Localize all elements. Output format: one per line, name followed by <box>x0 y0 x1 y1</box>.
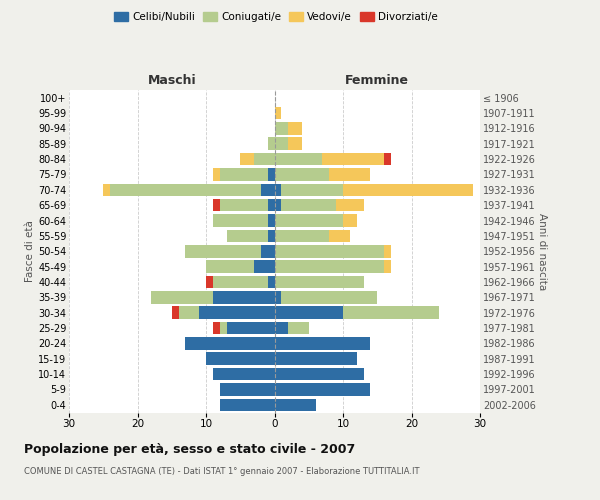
Bar <box>185 245 261 258</box>
Bar <box>103 184 110 196</box>
Bar <box>275 322 288 334</box>
Bar <box>288 138 302 150</box>
Bar <box>213 291 275 304</box>
Bar <box>275 199 281 211</box>
Bar <box>199 306 275 319</box>
Bar <box>288 322 309 334</box>
Bar <box>213 214 268 227</box>
Bar <box>261 245 275 258</box>
Bar <box>275 245 384 258</box>
Bar <box>281 291 377 304</box>
Bar <box>275 184 281 196</box>
Bar <box>288 122 302 134</box>
Bar <box>261 184 275 196</box>
Bar <box>329 168 370 181</box>
Text: COMUNE DI CASTEL CASTAGNA (TE) - Dati ISTAT 1° gennaio 2007 - Elaborazione TUTTI: COMUNE DI CASTEL CASTAGNA (TE) - Dati IS… <box>24 468 419 476</box>
Bar <box>384 245 391 258</box>
Y-axis label: Fasce di età: Fasce di età <box>25 220 35 282</box>
Bar <box>268 168 275 181</box>
Bar <box>220 199 268 211</box>
Bar <box>329 230 350 242</box>
Bar <box>185 337 275 349</box>
Bar <box>179 306 199 319</box>
Bar <box>240 153 254 166</box>
Text: Popolazione per età, sesso e stato civile - 2007: Popolazione per età, sesso e stato civil… <box>24 442 355 456</box>
Bar <box>213 322 220 334</box>
Bar <box>206 352 275 365</box>
Bar <box>384 153 391 166</box>
Bar <box>206 260 254 273</box>
Y-axis label: Anni di nascita: Anni di nascita <box>537 212 547 290</box>
Bar <box>227 230 268 242</box>
Bar <box>343 306 439 319</box>
Text: Femmine: Femmine <box>345 74 409 88</box>
Bar <box>275 153 322 166</box>
Bar <box>275 398 316 411</box>
Bar <box>268 138 275 150</box>
Bar <box>275 352 356 365</box>
Bar <box>220 383 275 396</box>
Bar <box>275 291 281 304</box>
Bar <box>336 199 364 211</box>
Bar <box>213 168 220 181</box>
Bar <box>384 260 391 273</box>
Bar <box>220 168 268 181</box>
Bar <box>343 184 473 196</box>
Bar <box>254 260 275 273</box>
Bar <box>275 306 343 319</box>
Bar <box>275 138 288 150</box>
Text: Maschi: Maschi <box>148 74 196 88</box>
Bar <box>322 153 384 166</box>
Bar <box>275 276 364 288</box>
Bar <box>281 199 336 211</box>
Bar <box>268 276 275 288</box>
Bar <box>220 322 227 334</box>
Bar <box>213 368 275 380</box>
Bar <box>110 184 261 196</box>
Bar <box>275 106 281 120</box>
Bar <box>213 276 268 288</box>
Bar <box>281 184 343 196</box>
Bar <box>268 199 275 211</box>
Bar <box>172 306 179 319</box>
Bar <box>275 383 370 396</box>
Bar <box>220 398 275 411</box>
Bar <box>275 214 343 227</box>
Bar <box>275 337 370 349</box>
Bar <box>343 214 356 227</box>
Bar <box>151 291 213 304</box>
Legend: Celibi/Nubili, Coniugati/e, Vedovi/e, Divorziati/e: Celibi/Nubili, Coniugati/e, Vedovi/e, Di… <box>110 8 442 26</box>
Bar <box>254 153 275 166</box>
Bar <box>275 122 288 134</box>
Bar <box>227 322 275 334</box>
Bar <box>275 260 384 273</box>
Bar <box>268 230 275 242</box>
Bar <box>275 230 329 242</box>
Bar <box>275 368 364 380</box>
Bar <box>268 214 275 227</box>
Bar <box>275 168 329 181</box>
Bar <box>213 199 220 211</box>
Bar <box>206 276 213 288</box>
